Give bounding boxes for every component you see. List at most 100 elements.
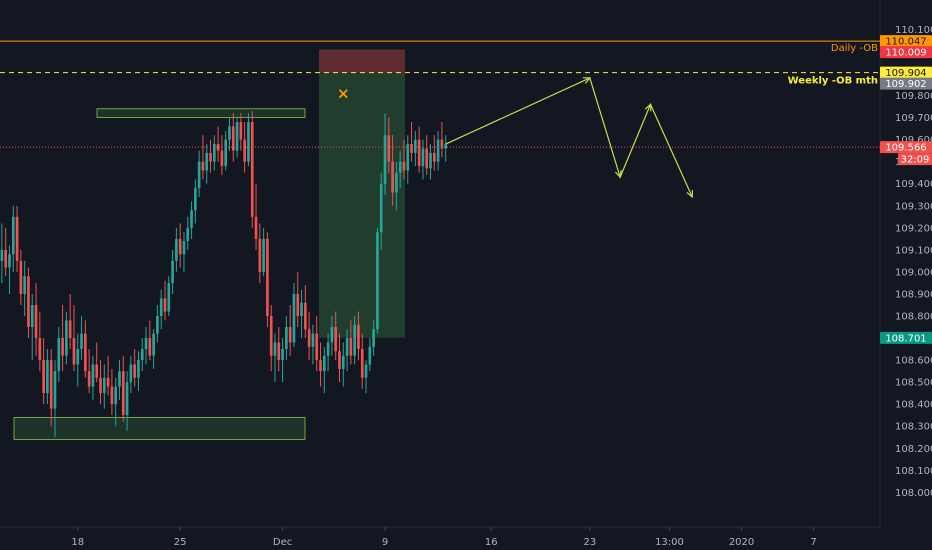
candle-body [406, 144, 410, 171]
candle-body [436, 139, 440, 162]
price-axis-label-text: 109.902 [885, 79, 926, 90]
candle-body [121, 371, 125, 416]
candle [360, 333, 364, 389]
candle [201, 135, 205, 180]
candle [182, 232, 186, 272]
candle [8, 245, 11, 294]
candle-body [307, 329, 311, 347]
price-axis-label-text: 110.009 [885, 48, 926, 59]
candle-body [167, 282, 171, 312]
price-tick-label: 108.400 [895, 400, 932, 411]
candle [273, 333, 277, 383]
price-axis-label: 110.047 [880, 35, 932, 48]
candle [247, 113, 250, 167]
candle-body [95, 364, 99, 378]
candle [228, 117, 231, 151]
candle-body [315, 333, 319, 361]
price-axis-label-bg [880, 331, 932, 344]
price-tick-label: 108.300 [895, 422, 932, 433]
candle [129, 355, 133, 394]
candle [398, 150, 402, 189]
candle-body [175, 238, 178, 261]
candle [15, 205, 19, 272]
candle-body [114, 386, 118, 405]
candle-body [429, 152, 432, 169]
candle-body [205, 152, 209, 171]
candle [0, 223, 4, 283]
candle-body [42, 360, 45, 394]
candle [353, 316, 356, 365]
candle-body [266, 238, 269, 317]
candle [372, 320, 375, 356]
candle [436, 130, 440, 171]
candle [285, 316, 288, 361]
candle [379, 172, 383, 250]
price-axis-label-text: 109.566 [885, 143, 926, 154]
candle [121, 355, 125, 422]
candle-body [330, 327, 334, 343]
candle [292, 282, 296, 347]
candle-body [11, 216, 15, 255]
candle [357, 311, 360, 361]
price-tick-label: 109.800 [895, 91, 932, 102]
price-axis-label: 32:09 [898, 153, 932, 166]
candle [49, 349, 53, 427]
price-axis-label: 109.902 [880, 77, 932, 90]
candle-body [106, 377, 110, 387]
candle-body [304, 302, 307, 330]
candle [23, 260, 26, 317]
profit-target-zone [319, 72, 405, 338]
candle-body [235, 122, 239, 151]
candle [38, 311, 42, 372]
candle-body [432, 152, 436, 162]
candle-body [182, 241, 186, 255]
candle [175, 227, 178, 272]
candle [429, 144, 432, 180]
price-axis-label-text: 109.904 [885, 68, 926, 79]
candle-body [144, 338, 148, 350]
candle-body [68, 320, 72, 339]
time-tick-label: 25 [174, 537, 187, 548]
candle-body [360, 349, 364, 378]
candle [425, 135, 429, 175]
price-tick-label: 109.300 [895, 201, 932, 212]
candle-body [334, 327, 338, 352]
candle-body [292, 293, 296, 343]
candle [421, 139, 425, 180]
price-tick-label: 110.100 [895, 25, 932, 36]
candle [334, 311, 338, 361]
candle [163, 280, 167, 321]
candle-body [353, 324, 356, 356]
price-axis-label-bg [898, 153, 932, 166]
candle-body [57, 338, 61, 372]
price-axis-label-text: 32:09 [901, 155, 930, 166]
candle-body [258, 238, 262, 272]
candle-body [372, 329, 375, 347]
candle-body [379, 183, 383, 233]
candle-body [383, 135, 387, 184]
price-tick-label: 109.100 [895, 245, 932, 256]
candle [42, 338, 45, 405]
candle-body [247, 122, 250, 162]
candle-body [288, 327, 292, 343]
candle [171, 249, 174, 294]
candle-body [212, 144, 216, 162]
candle [11, 205, 15, 272]
candle-body [364, 364, 368, 378]
candle [338, 333, 341, 383]
candle-body [19, 260, 23, 294]
time-tick-label: 7 [810, 537, 816, 548]
candle-body [417, 139, 421, 167]
candle [178, 223, 182, 268]
projection-arrowhead [582, 77, 592, 84]
candle [99, 360, 102, 405]
candle-body [99, 377, 102, 394]
candle-body [197, 161, 201, 189]
candle [322, 346, 326, 394]
candle [61, 304, 64, 372]
candle [197, 150, 201, 197]
candle [376, 227, 379, 334]
cross-marker: × [337, 84, 350, 102]
candle [258, 223, 262, 283]
